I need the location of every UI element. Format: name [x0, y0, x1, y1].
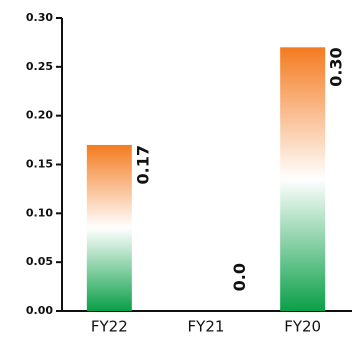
x-tick-label: FY21	[188, 318, 225, 336]
value-label: 0.0	[230, 263, 249, 291]
y-tick-label: 0.15	[26, 158, 53, 171]
value-label: 0.30	[327, 47, 346, 86]
y-tick-label: 0.05	[26, 255, 53, 268]
value-label: 0.17	[133, 145, 152, 184]
x-tick-label: FY22	[91, 318, 128, 336]
bar	[86, 144, 132, 311]
y-tick-label: 0.25	[26, 60, 53, 73]
bar	[280, 47, 326, 312]
y-tick-label: 0.20	[26, 109, 53, 122]
y-tick-label: 0.10	[26, 206, 53, 219]
y-tick-label: 0.00	[26, 304, 53, 317]
y-tick-label: 0.30	[26, 11, 53, 24]
x-tick-label: FY20	[284, 318, 321, 336]
